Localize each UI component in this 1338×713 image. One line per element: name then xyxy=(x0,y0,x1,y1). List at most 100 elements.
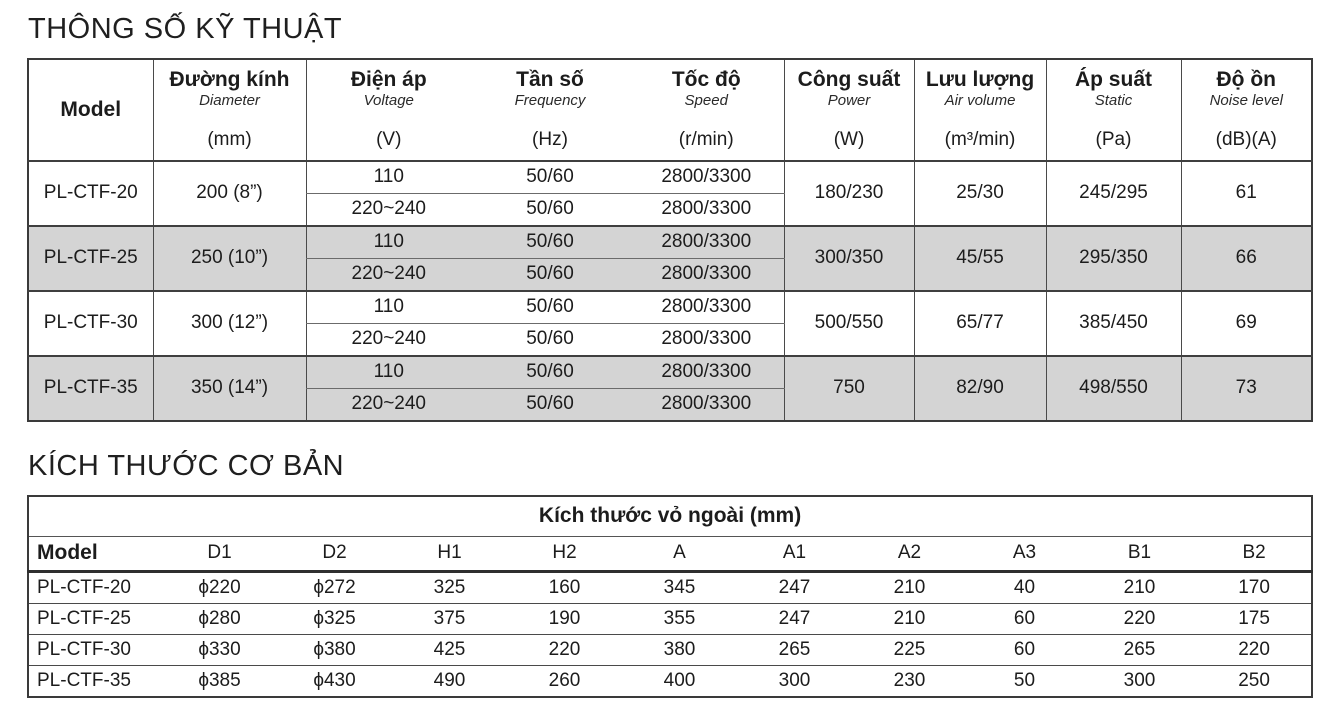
dim-header-a2: A2 xyxy=(852,536,967,573)
spec-subrow: 220~240 50/60 2800/3300 xyxy=(28,388,1312,421)
a-cell: 400 xyxy=(663,669,696,691)
spec-subrow: 220~240 50/60 2800/3300 xyxy=(28,323,1312,356)
pressure-cell: 295/350 xyxy=(1045,224,1181,291)
b1-cell: 265 xyxy=(1082,634,1197,666)
spec-header-speed: Tốc độ Speed (r/min) xyxy=(629,58,784,162)
dim-header-a3: A3 xyxy=(967,536,1082,573)
noise-cell: 69 xyxy=(1180,289,1312,356)
dim-header-a: A xyxy=(622,536,737,573)
pressure-cell: 385/450 xyxy=(1045,289,1181,356)
noise-cell: 61 xyxy=(1180,159,1312,226)
dim-header-h1: H1 xyxy=(392,536,507,573)
a-cell: 355 xyxy=(622,603,737,635)
column-subtitle: Diameter xyxy=(199,91,260,109)
column-unit: (Pa) xyxy=(1095,128,1132,150)
d2-cell: ϕ272 xyxy=(277,571,392,604)
spec-row: PL-CTF-35 350 (14”) 110 50/60 2800/3300 … xyxy=(28,354,1312,421)
spec-header-power: Công suất Power (W) xyxy=(783,58,914,162)
airvolume-cell: 82/90 xyxy=(913,354,1046,421)
model-cell: PL-CTF-30 xyxy=(28,634,162,666)
dim-header-d1: D1 xyxy=(162,536,277,573)
pressure-cell: 498/550 xyxy=(1045,354,1181,421)
a2-cell: 225 xyxy=(852,634,967,666)
speed-cell: 2800/3300 xyxy=(629,388,784,421)
power-cell: 500/550 xyxy=(783,289,914,356)
column-unit: (r/min) xyxy=(678,128,734,150)
voltage-cell: 110 xyxy=(305,159,471,194)
spec-header-voltage: Điện áp Voltage (V) xyxy=(305,58,471,162)
h1-cell: 375 xyxy=(392,603,507,635)
d1-cell: ϕ280 xyxy=(162,603,277,635)
spec-row: PL-CTF-30 300 (12”) 110 50/60 2800/3300 … xyxy=(28,289,1312,356)
dim-header-model: Model xyxy=(28,536,162,573)
column-subtitle: Power xyxy=(827,91,871,109)
column-title: Công suất xyxy=(797,67,901,91)
a2-cell: 210 xyxy=(852,571,967,604)
a2-cell: 210 xyxy=(852,603,967,635)
a2-cell: 230 xyxy=(893,669,926,691)
section-title-specs: THÔNG SỐ KỸ THUẬT xyxy=(28,13,343,45)
h1-cell: 325 xyxy=(392,571,507,604)
h2-cell: 160 xyxy=(507,571,622,604)
a3-cell: 60 xyxy=(967,634,1082,666)
h2-cell: 190 xyxy=(507,603,622,635)
voltage-cell: 220~240 xyxy=(305,258,471,291)
airvolume-cell: 25/30 xyxy=(913,159,1046,226)
speed-cell: 2800/3300 xyxy=(629,354,784,389)
column-title: Tốc độ xyxy=(671,67,741,91)
frequency-cell: 50/60 xyxy=(471,388,629,421)
airvolume-cell: 65/77 xyxy=(913,289,1046,356)
h2-cell: 220 xyxy=(507,634,622,666)
model-cell: PL-CTF-20 xyxy=(28,571,162,604)
power-cell: 180/230 xyxy=(783,159,914,226)
dimensions-row: PL-CTF-25 ϕ280 ϕ325 375 190 355 247 210 … xyxy=(28,603,1313,635)
noise-cell: 73 xyxy=(1180,354,1312,421)
column-unit: (mm) xyxy=(207,128,252,150)
section-title-dimensions: KÍCH THƯỚC CƠ BẢN xyxy=(28,449,345,482)
spec-row: PL-CTF-20 200 (8”) 110 50/60 2800/3300 1… xyxy=(28,159,1312,226)
spec-subrow: 220~240 50/60 2800/3300 xyxy=(28,193,1312,226)
speed-cell: 2800/3300 xyxy=(629,289,784,324)
column-unit: (dB)(A) xyxy=(1215,128,1277,150)
column-title: Độ ồn xyxy=(1216,67,1276,91)
voltage-cell: 110 xyxy=(305,289,471,324)
diameter-cell: 350 (14”) xyxy=(152,354,306,421)
column-subtitle: Air volume xyxy=(944,91,1016,109)
frequency-cell: 50/60 xyxy=(471,258,629,291)
noise-cell: 66 xyxy=(1180,224,1312,291)
a1-cell: 247 xyxy=(737,571,852,604)
model-cell: PL-CTF-25 xyxy=(28,224,153,291)
column-subtitle: Frequency xyxy=(514,91,586,109)
speed-cell: 2800/3300 xyxy=(629,159,784,194)
frequency-cell: 50/60 xyxy=(471,289,629,324)
spec-header-noise: Độ ồn Noise level (dB)(A) xyxy=(1180,58,1312,162)
frequency-cell: 50/60 xyxy=(471,354,629,389)
power-cell: 300/350 xyxy=(783,224,914,291)
dim-header-b2: B2 xyxy=(1197,536,1313,573)
model-cell: PL-CTF-20 xyxy=(28,159,153,226)
b2-cell: 220 xyxy=(1197,634,1313,666)
dim-header-h2: H2 xyxy=(507,536,622,573)
frequency-cell: 50/60 xyxy=(526,328,574,350)
spec-header-pressure: Áp suất Static (Pa) xyxy=(1045,58,1181,162)
a1-cell: 265 xyxy=(737,634,852,666)
b2-cell: 170 xyxy=(1197,571,1313,604)
diameter-cell: 200 (8”) xyxy=(152,159,306,226)
d2-cell: ϕ380 xyxy=(277,634,392,666)
speed-cell: 2800/3300 xyxy=(629,258,784,291)
d2-cell: ϕ325 xyxy=(277,603,392,635)
model-cell: PL-CTF-35 xyxy=(28,354,153,421)
column-title: Model xyxy=(60,97,122,121)
d1-cell: ϕ220 xyxy=(162,571,277,604)
column-unit: (W) xyxy=(833,128,865,150)
diameter-cell: 250 (10”) xyxy=(152,224,306,291)
frequency-cell: 50/60 xyxy=(471,159,629,194)
a1-cell: 300 xyxy=(778,669,811,691)
frequency-cell: 50/60 xyxy=(471,224,629,259)
dimensions-row: PL-CTF-30 ϕ330 ϕ380 425 220 380 265 225 … xyxy=(28,634,1313,666)
a3-cell: 40 xyxy=(967,571,1082,604)
b2-cell: 250 xyxy=(1238,669,1270,691)
column-unit: (V) xyxy=(376,128,402,150)
dimensions-column-header-row: Model D1 D2 H1 H2 A A1 A2 A3 B1 B2 xyxy=(28,536,1313,573)
dimensions-group-header: Kích thước vỏ ngoài (mm) xyxy=(28,495,1313,537)
